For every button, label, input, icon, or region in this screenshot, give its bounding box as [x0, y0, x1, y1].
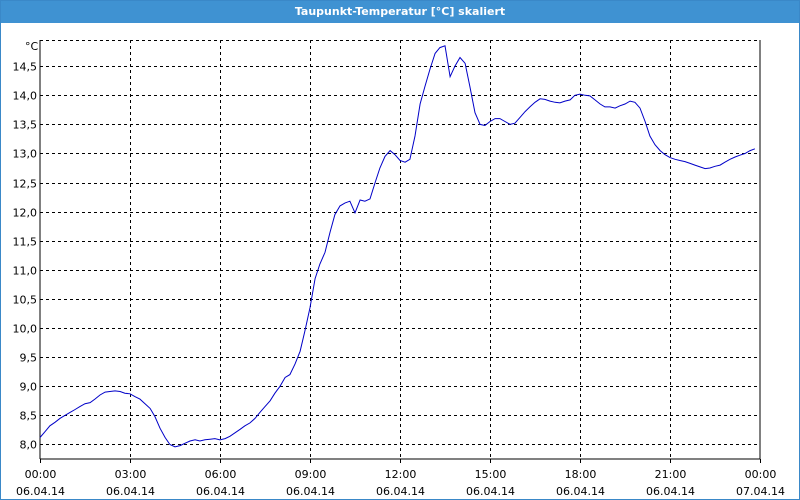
y-tick-label: 10,0	[13, 323, 38, 336]
y-tick-label: 9,5	[20, 352, 38, 365]
y-tick-label: 14,5	[13, 61, 38, 74]
x-tick-time-label: 15:00	[475, 468, 507, 481]
y-tick-label: 10,5	[13, 294, 38, 307]
y-tick-label: 13,5	[13, 119, 38, 132]
axes	[39, 40, 761, 463]
x-tick-date-label: 06.04.14	[466, 485, 515, 498]
y-tick-labels: 8,0 8,5 9,0 9,5 10,0 10,5 11,0 11,5 12,0 12,5 13,0…	[13, 61, 38, 452]
x-tick-time-label: 03:00	[115, 468, 147, 481]
x-tick-date-label: 06.04.14	[646, 485, 695, 498]
y-tick-label: 12,0	[13, 207, 38, 220]
window-title: Taupunkt-Temperatur [°C] skaliert	[1, 1, 799, 23]
y-tick-label: 9,0	[20, 381, 38, 394]
x-tick-date-label: 06.04.14	[16, 485, 65, 498]
x-tick-time-label: 21:00	[655, 468, 687, 481]
y-tick-label: 8,5	[20, 410, 38, 423]
x-tick-time-label: 18:00	[565, 468, 597, 481]
y-axis-unit-label: °C	[25, 40, 39, 53]
x-tick-date-label: 06.04.14	[196, 485, 245, 498]
y-tick-label: 11,5	[13, 236, 38, 249]
x-tick-date-label: 06.04.14	[286, 485, 335, 498]
y-tick-label: 14,0	[13, 90, 38, 103]
x-tick-labels: 00:00 06.04.14 03:00 06.04.14 06:00 06.04.14 0…	[16, 468, 785, 498]
dewpoint-series-line	[39, 45, 756, 448]
x-tick-date-label: 07.04.14	[736, 485, 785, 498]
grid	[40, 40, 760, 459]
x-tick-time-label: 00:00	[745, 468, 777, 481]
x-tick-time-label: 00:00	[25, 468, 57, 481]
x-tick-time-label: 06:00	[205, 468, 237, 481]
x-tick-date-label: 06.04.14	[556, 485, 605, 498]
y-tick-label: 12,5	[13, 178, 38, 191]
x-tick-time-label: 12:00	[385, 468, 417, 481]
x-tick-date-label: 06.04.14	[106, 485, 155, 498]
y-tick-label: 13,0	[13, 148, 38, 161]
y-tick-label: 8,0	[20, 439, 38, 452]
y-tick-label: 11,0	[13, 265, 38, 278]
x-tick-date-label: 06.04.14	[376, 485, 425, 498]
x-tick-time-label: 09:00	[295, 468, 327, 481]
